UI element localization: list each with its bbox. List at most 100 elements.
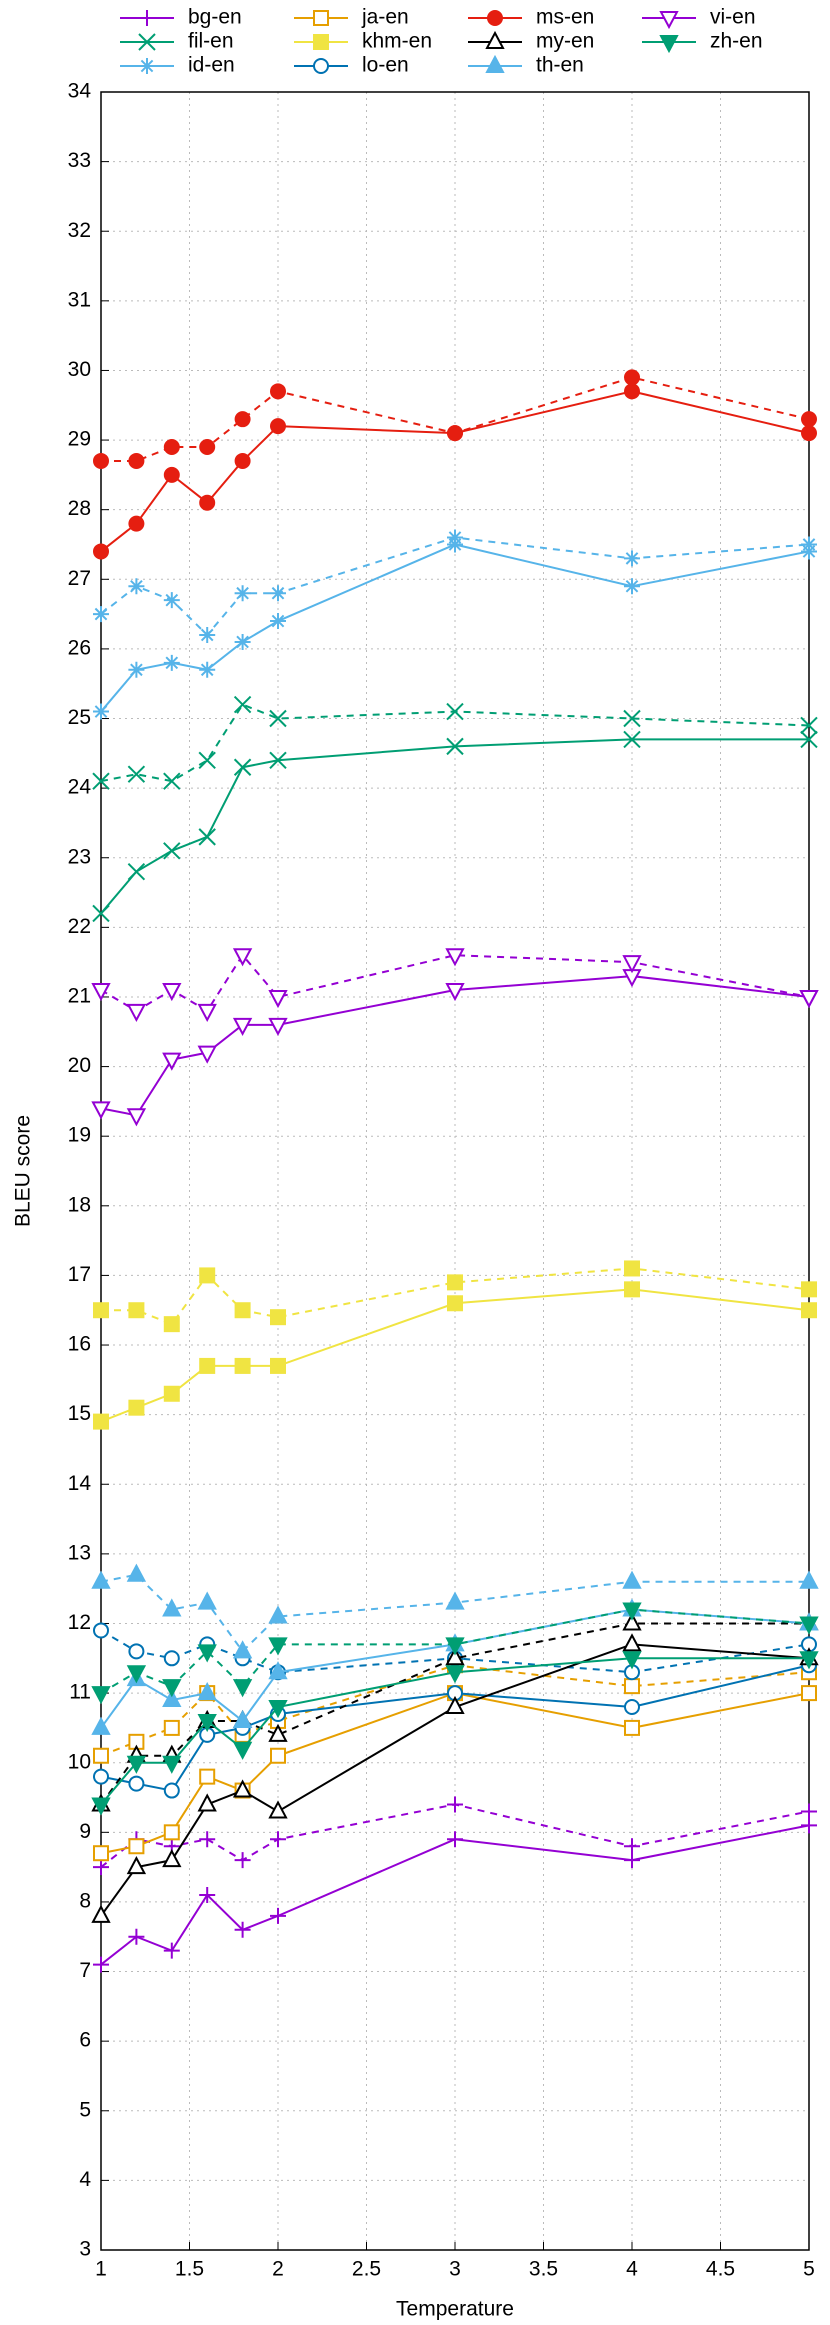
marker: [163, 1650, 180, 1667]
y-tick-label: 6: [79, 2029, 91, 2052]
marker: [91, 1716, 111, 1735]
marker: [269, 709, 287, 728]
marker: [447, 529, 463, 546]
legend-item: fil-en: [120, 30, 234, 53]
marker: [234, 1852, 251, 1869]
marker: [93, 1768, 109, 1785]
marker: [268, 1723, 288, 1742]
y-tick-label: 22: [68, 915, 91, 938]
y-tick-label: 8: [79, 1889, 91, 1912]
marker: [162, 1755, 182, 1774]
x-tick-label: 3: [449, 2258, 461, 2281]
marker: [163, 1385, 180, 1402]
marker: [92, 904, 110, 923]
series-line: [100, 703, 810, 783]
legend-label: khm-en: [362, 30, 432, 53]
marker: [622, 1633, 642, 1652]
y-tick-label: 4: [79, 2168, 91, 2191]
marker: [198, 751, 216, 769]
plot-frame: [100, 91, 810, 2251]
legend-item: bg-en: [120, 6, 242, 29]
marker: [197, 1713, 217, 1733]
y-tick-label: 15: [68, 1402, 91, 1425]
marker: [128, 578, 145, 595]
y-tick-label: 14: [68, 1472, 92, 1495]
marker: [623, 730, 641, 749]
y-tick-label: 18: [68, 1193, 91, 1216]
marker: [126, 1665, 147, 1684]
y-tick-label: 16: [68, 1333, 91, 1356]
legend-item: vi-en: [642, 6, 756, 30]
marker: [232, 1709, 253, 1728]
y-tick-label: 12: [68, 1611, 91, 1634]
marker: [232, 1679, 253, 1698]
marker: [234, 452, 251, 469]
marker: [162, 1688, 182, 1708]
marker: [199, 494, 216, 511]
marker: [800, 730, 818, 749]
x-tick-label: 1.5: [175, 2258, 204, 2281]
y-tick-label: 23: [68, 845, 91, 868]
y-tick-label: 27: [68, 567, 91, 590]
marker: [162, 1052, 182, 1071]
marker: [128, 1775, 145, 1792]
marker: [163, 842, 181, 860]
marker: [198, 828, 216, 846]
marker: [199, 1886, 216, 1903]
marker: [93, 543, 109, 560]
marker: [624, 1838, 640, 1855]
marker: [163, 654, 180, 671]
x-tick-label: 2.5: [352, 2258, 381, 2281]
marker: [801, 1685, 817, 1702]
y-tick-label: 5: [79, 2098, 91, 2121]
marker: [268, 989, 288, 1009]
marker: [624, 578, 640, 595]
marker: [197, 1591, 217, 1610]
x-tick-label: 1: [95, 2258, 107, 2281]
marker: [128, 1302, 145, 1319]
marker: [93, 1413, 109, 1430]
marker: [270, 418, 286, 435]
marker: [800, 716, 818, 735]
marker: [197, 1003, 217, 1023]
legend-item: ms-en: [468, 6, 594, 29]
x-tick-label: 4.5: [706, 2258, 735, 2281]
series-line: [100, 1608, 810, 1694]
y-tick-label: 10: [68, 1750, 91, 1773]
y-tick-label: 17: [68, 1263, 91, 1286]
marker: [447, 1796, 463, 1813]
marker: [268, 1800, 288, 1819]
marker: [268, 1605, 288, 1624]
marker: [624, 369, 640, 386]
marker: [624, 1719, 640, 1736]
marker: [92, 772, 110, 790]
legend-item: my-en: [468, 30, 594, 53]
marker: [162, 1679, 182, 1698]
marker: [624, 1699, 640, 1716]
marker: [232, 1779, 253, 1798]
marker: [93, 1622, 109, 1639]
marker: [232, 948, 253, 967]
y-tick-label: 31: [68, 288, 91, 311]
marker: [162, 1849, 182, 1868]
marker: [197, 1681, 217, 1701]
marker: [163, 772, 181, 790]
x-tick-label: 3.5: [529, 2258, 558, 2281]
marker: [126, 1856, 147, 1875]
marker: [197, 1045, 217, 1064]
marker: [126, 1563, 147, 1582]
marker: [199, 1267, 216, 1284]
marker: [624, 1678, 640, 1695]
marker: [268, 1700, 288, 1719]
marker: [197, 1644, 217, 1663]
marker: [624, 1852, 640, 1869]
legend-marker: [138, 33, 156, 51]
marker: [232, 1640, 253, 1659]
marker: [128, 1838, 145, 1855]
x-tick-label: 5: [803, 2258, 815, 2281]
marker: [163, 1719, 180, 1736]
marker: [447, 425, 463, 442]
marker: [127, 862, 146, 881]
legend-item: zh-en: [642, 30, 763, 54]
